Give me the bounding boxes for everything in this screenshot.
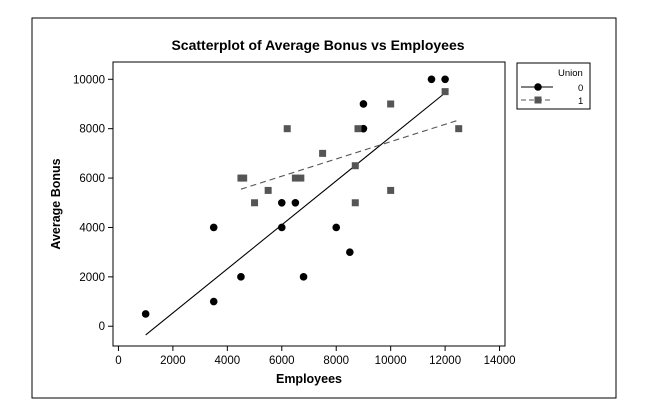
x-tick-label: 12000 <box>429 355 461 367</box>
legend: Union 0 1 <box>516 62 591 110</box>
point-series-1 <box>387 100 395 108</box>
point-series-1 <box>291 174 299 182</box>
point-series-0 <box>209 223 218 232</box>
plot-area <box>112 61 506 347</box>
point-series-0 <box>359 124 368 133</box>
legend-label-1: 1 <box>578 96 583 107</box>
y-tick-label: 10000 <box>73 74 105 86</box>
x-tick-label: 10000 <box>375 355 407 367</box>
point-series-0 <box>441 75 449 84</box>
y-tick-label: 0 <box>99 321 105 333</box>
point-series-0 <box>346 248 354 256</box>
point-series-1 <box>387 186 395 194</box>
point-series-0 <box>332 223 341 232</box>
legend-box <box>516 62 591 110</box>
y-axis: 0 2000 4000 6000 8000 10000 <box>73 74 113 333</box>
point-series-0 <box>299 273 308 281</box>
y-tick-label: 4000 <box>79 222 105 234</box>
point-series-0 <box>427 75 436 84</box>
point-series-1 <box>240 174 248 182</box>
y-tick-label: 8000 <box>79 124 105 136</box>
point-series-1 <box>264 186 272 194</box>
point-series-0 <box>277 198 286 207</box>
point-series-0 <box>237 273 245 281</box>
point-series-1 <box>319 149 327 157</box>
point-series-0 <box>209 297 218 306</box>
point-series-1 <box>283 125 291 133</box>
point-series-1 <box>455 125 463 133</box>
point-series-0 <box>277 223 286 232</box>
point-series-0 <box>141 310 150 318</box>
x-tick-label: 6000 <box>269 355 295 367</box>
x-axis: 0 2000 4000 6000 8000 10000 12000 14000 <box>115 346 516 367</box>
point-series-1 <box>441 88 449 96</box>
point-series-1 <box>251 199 259 207</box>
x-axis-label: Employees <box>276 372 342 386</box>
legend-label-0: 0 <box>578 83 583 94</box>
y-axis-label: Average Bonus <box>49 158 63 249</box>
point-series-1 <box>297 174 305 182</box>
point-series-1 <box>354 125 362 133</box>
point-series-0 <box>291 198 300 207</box>
data-points <box>141 75 463 318</box>
x-tick-label: 2000 <box>160 355 186 367</box>
x-tick-label: 14000 <box>484 355 516 367</box>
chart-title: Scatterplot of Average Bonus vs Employee… <box>171 37 464 53</box>
x-tick-label: 0 <box>115 355 121 367</box>
legend-title: Union <box>558 68 583 79</box>
fit-lines <box>145 92 459 336</box>
legend-marker-0 <box>534 83 542 91</box>
legend-marker-1 <box>534 96 542 104</box>
y-tick-label: 2000 <box>79 272 105 284</box>
y-tick-label: 6000 <box>79 173 105 185</box>
fit-line-series-0 <box>145 92 446 336</box>
point-series-1 <box>351 162 359 170</box>
fit-line-series-1 <box>240 119 459 190</box>
point-series-0 <box>359 100 368 108</box>
x-tick-label: 4000 <box>215 355 241 367</box>
point-series-1 <box>351 199 359 207</box>
x-tick-label: 8000 <box>323 355 349 367</box>
